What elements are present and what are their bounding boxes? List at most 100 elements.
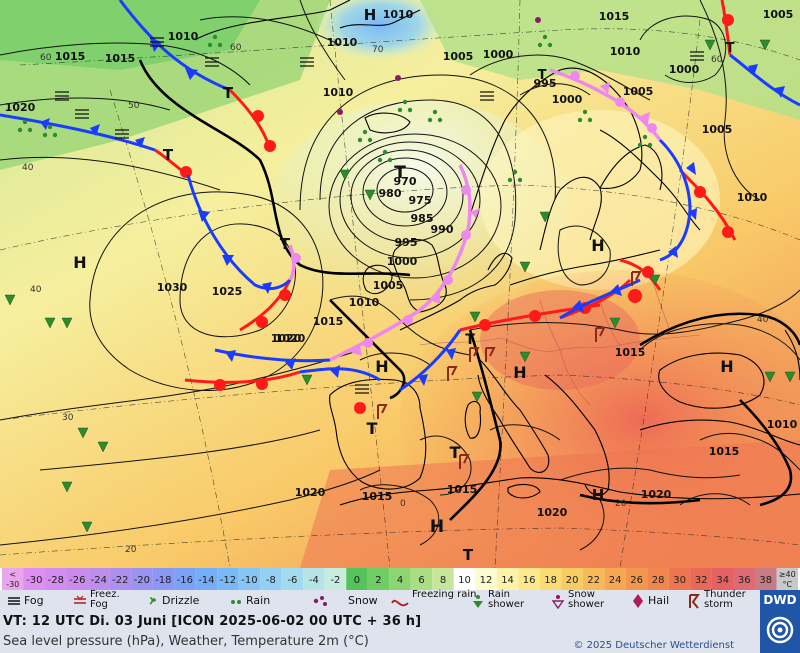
temperature-scale-cell [324,568,347,590]
graticule-label: 60 [230,43,242,53]
cold-front [399,329,462,392]
temperature-scale-label: 16 [523,575,536,586]
isobar-label: 1010 [767,418,798,431]
graticule-label: 60 [711,55,723,65]
isobar-label: 1000 [387,255,418,268]
low-pressure-center: T [463,546,474,564]
temperature-scale-label: -16 [177,575,193,586]
cold-front [299,367,381,382]
legend-rain-label: Rain [246,594,271,607]
isobar-label: 1015 [105,52,136,65]
temperature-scale-label: 12 [480,575,493,586]
low-pressure-center: T [726,41,735,56]
isobar-label: 975 [409,194,432,207]
rain-icon [231,600,241,604]
temperature-scale-cell [45,568,67,590]
isobar-label: 1010 [168,30,199,43]
temperature-scale-label: -12 [220,575,236,586]
temperature-scale-cell [367,568,390,590]
temperature-scale-cell [582,568,605,590]
temperature-scale-label: -4 [309,575,319,586]
temperature-scale-label: ≥40 [779,570,796,579]
temperature-scale-label: 36 [738,575,751,586]
weather-legend: Fog Freez. Fog Drizzle Rain Snow Freezin… [0,590,760,612]
legend-snow-label: Snow [348,594,378,607]
legend-thunderstorm-label: Thunder storm [704,589,746,610]
graticule-label: 40 [22,163,34,173]
isobar-label: 1010 [610,45,641,58]
isobar-label: 995 [395,236,418,249]
isobar-label: 1020 [275,332,306,345]
freezing-fog-icon [74,595,86,604]
isobar-label: 1010 [327,36,358,49]
temperature-scale-label: 20 [566,575,579,586]
temperature-scale-label: -22 [112,575,128,586]
temperature-scale-label: 24 [609,575,622,586]
temperature-scale-label: 32 [695,575,708,586]
occluded-front [288,244,296,281]
temperature-scale-label: -18 [155,575,171,586]
temperature-scale-label: 28 [652,575,665,586]
temperature-scale-cell [303,568,325,590]
graticule-label: 60 [40,53,52,63]
hot-area-north-africa [300,440,800,568]
temperature-scale-label: < [9,570,16,579]
temperature-scale-label: 10 [458,575,471,586]
freezing-rain-icon [391,599,409,607]
isobar-label: 1015 [615,346,646,359]
temperature-scale-cell [109,568,132,590]
legend-drizzle-label: Drizzle [162,594,200,607]
low-pressure-center: T [450,443,461,462]
fog-icon [8,597,20,605]
warm-front [239,279,292,332]
isobar-label: 1015 [362,490,393,503]
temperature-scale-cell [152,568,175,590]
rain-shower-icon [473,595,483,608]
isobar-label: 1020 [295,486,326,499]
graticule-label: 20 [125,545,137,555]
info-panel: VT: 12 UTC Di. 03 Juni [ICON 2025-06-02 … [0,612,760,653]
low-pressure-center: T [163,146,174,164]
isobar-label: 1005 [763,8,794,21]
temperature-scale-cell [195,568,218,590]
temperature-scale-label: 18 [544,575,557,586]
rain-shower-symbols [4,39,796,533]
graticule-label: 50 [128,101,140,111]
high-pressure-center: H [591,236,604,255]
fronts [0,0,800,414]
isobar-label: 1010 [349,296,380,309]
temperature-scale-cell [88,568,110,590]
temperature-scale-cell [453,568,476,590]
map-description: Sea level pressure (hPa), Weather, Tempe… [3,634,369,649]
temperature-scale-cell [561,568,583,590]
hail-icon [633,594,643,608]
graticule-label: 30 [62,413,74,423]
high-pressure-center: H [513,363,526,382]
warm-front [184,370,301,384]
temperature-scale-cell [539,568,562,590]
legend-freezing-fog-label: Freez. Fog [90,589,120,610]
temperature-scale-cell [711,568,734,590]
legend-freezing-rain-label: Freezing rain [412,589,477,600]
legend-fog-label: Fog [24,594,44,607]
temperature-scale-cell [647,568,669,590]
temperature-scale-cell [131,568,153,590]
cold-front [118,0,231,92]
temperature-scale-cell [66,568,89,590]
snow-shower-icon [551,595,565,609]
graticule-labels: 60 60 70 50 40 40 30 20 0 20 40 60 [22,43,769,555]
temperature-scale-cell [733,568,755,590]
coastlines [194,0,800,506]
temperature-scale-cell [754,568,777,590]
isobar-label: 990 [431,223,454,236]
temperature-scale-cell [174,568,196,590]
temperature-scale-label: -6 [287,575,297,586]
temperature-scale-label: -30 [26,575,42,586]
temperature-scale-label: 8 [440,575,446,586]
temperature-scale-cell [281,568,304,590]
pressure-centers: H T T T T T H H H T H H T H H T T T [73,6,734,564]
dwd-logo-text: DWD [763,593,797,607]
thunderstorm-icon [689,594,700,609]
valid-time: VT: 12 UTC Di. 03 Juni [ICON 2025-06-02 … [3,614,422,629]
high-pressure-center: H [375,357,388,376]
